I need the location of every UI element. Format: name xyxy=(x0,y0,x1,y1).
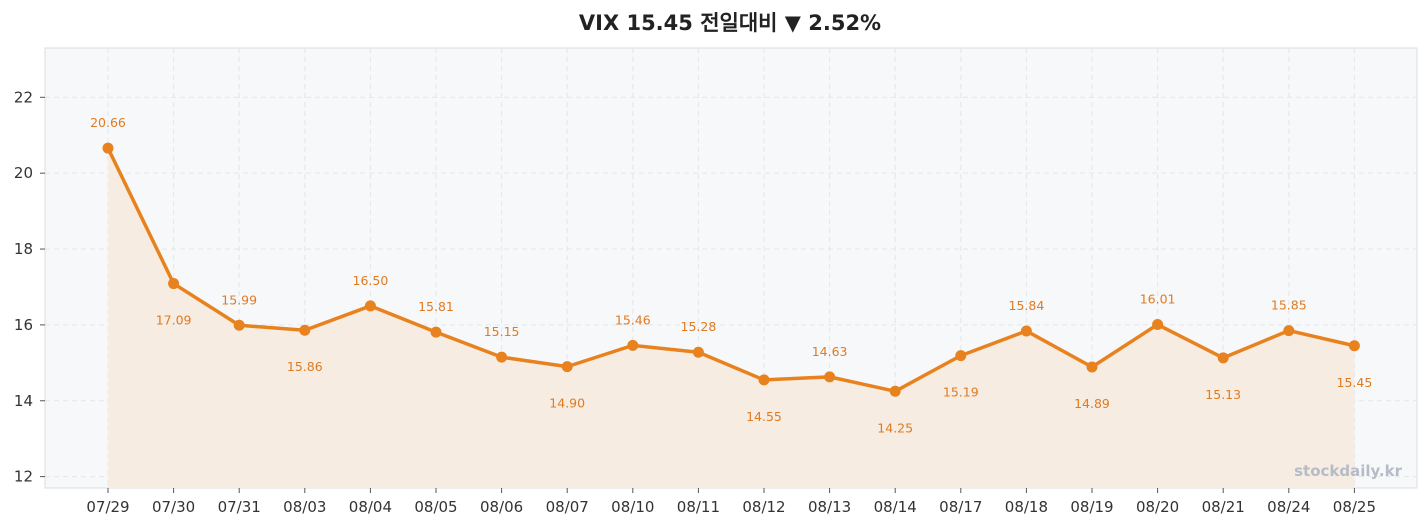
x-tick-label: 07/31 xyxy=(218,498,261,516)
data-label: 17.09 xyxy=(156,313,192,328)
area-fill xyxy=(108,148,1355,488)
data-label: 20.66 xyxy=(90,115,126,130)
data-point xyxy=(299,324,311,336)
data-point xyxy=(364,300,376,312)
y-tick-label: 22 xyxy=(14,88,33,106)
series-line-path xyxy=(106,146,1357,394)
data-point xyxy=(496,351,508,363)
data-label: 15.86 xyxy=(287,359,323,374)
data-label: 14.90 xyxy=(549,396,585,411)
data-point xyxy=(758,374,770,386)
series-line xyxy=(106,146,1357,394)
data-label: 14.63 xyxy=(812,344,848,359)
data-label: 14.25 xyxy=(877,420,913,435)
data-label: 15.45 xyxy=(1337,375,1373,390)
data-label: 15.13 xyxy=(1205,387,1241,402)
data-point xyxy=(955,350,967,362)
chart-title: VIX 15.45 전일대비 ▼ 2.52% xyxy=(578,11,882,35)
data-label: 15.28 xyxy=(681,319,717,334)
x-tick-label: 08/19 xyxy=(1070,498,1113,516)
data-label: 15.15 xyxy=(484,324,520,339)
data-label: 15.84 xyxy=(1009,298,1045,313)
y-tick-label: 20 xyxy=(14,164,33,182)
x-tick-label: 08/25 xyxy=(1333,498,1376,516)
data-point xyxy=(1217,352,1229,364)
data-point xyxy=(102,142,114,154)
data-label: 15.81 xyxy=(418,299,454,314)
x-tick-label: 08/14 xyxy=(874,498,917,516)
y-tick-label: 18 xyxy=(14,240,33,258)
data-point xyxy=(430,326,442,338)
data-labels: 20.66 17.09 15.99 15.86 16.50 15.81 15.15 14.90… xyxy=(90,115,1372,435)
x-tick-label: 08/07 xyxy=(546,498,589,516)
x-tick-label: 08/24 xyxy=(1267,498,1310,516)
x-tick-label: 08/12 xyxy=(742,498,785,516)
data-label: 15.19 xyxy=(943,385,979,400)
data-point xyxy=(692,346,704,358)
x-tick-label: 07/29 xyxy=(86,498,129,516)
data-point xyxy=(168,278,180,290)
data-label: 16.50 xyxy=(353,273,389,288)
data-point xyxy=(1152,319,1164,331)
data-label: 15.99 xyxy=(221,292,257,307)
watermark: stockdaily.kr xyxy=(1294,462,1402,480)
x-tick-label: 08/05 xyxy=(414,498,457,516)
data-point xyxy=(1086,361,1098,373)
data-label: 14.55 xyxy=(746,409,782,424)
data-point xyxy=(1348,340,1360,352)
data-point xyxy=(561,361,573,373)
x-tick-label: 08/03 xyxy=(283,498,326,516)
data-label: 15.85 xyxy=(1271,298,1307,313)
y-tick-label: 16 xyxy=(14,316,33,334)
data-label: 15.46 xyxy=(615,312,651,327)
data-point xyxy=(233,319,245,331)
x-tick-label: 08/18 xyxy=(1005,498,1048,516)
x-tick-label: 08/10 xyxy=(611,498,654,516)
y-tick-label: 12 xyxy=(14,468,33,486)
x-tick-label: 08/21 xyxy=(1202,498,1245,516)
x-axis-ticks: 07/29 07/30 07/31 08/03 08/04 08/05 08/06 08/07… xyxy=(86,488,1376,516)
x-tick-label: 08/17 xyxy=(939,498,982,516)
y-tick-label: 14 xyxy=(14,392,33,410)
x-tick-label: 08/13 xyxy=(808,498,851,516)
data-points xyxy=(102,142,1360,397)
data-point xyxy=(1020,325,1032,337)
data-point xyxy=(1283,325,1295,337)
data-label: 16.01 xyxy=(1140,292,1176,307)
data-point xyxy=(824,371,836,383)
x-tick-label: 08/20 xyxy=(1136,498,1179,516)
x-tick-label: 08/04 xyxy=(349,498,392,516)
x-tick-label: 07/30 xyxy=(152,498,195,516)
x-tick-label: 08/06 xyxy=(480,498,523,516)
data-point xyxy=(889,385,901,397)
x-tick-label: 08/11 xyxy=(677,498,720,516)
area-fill-path xyxy=(108,148,1355,488)
data-label: 14.89 xyxy=(1074,396,1110,411)
y-axis-ticks: 12 14 16 18 20 22 xyxy=(14,88,45,486)
data-point xyxy=(627,339,639,351)
